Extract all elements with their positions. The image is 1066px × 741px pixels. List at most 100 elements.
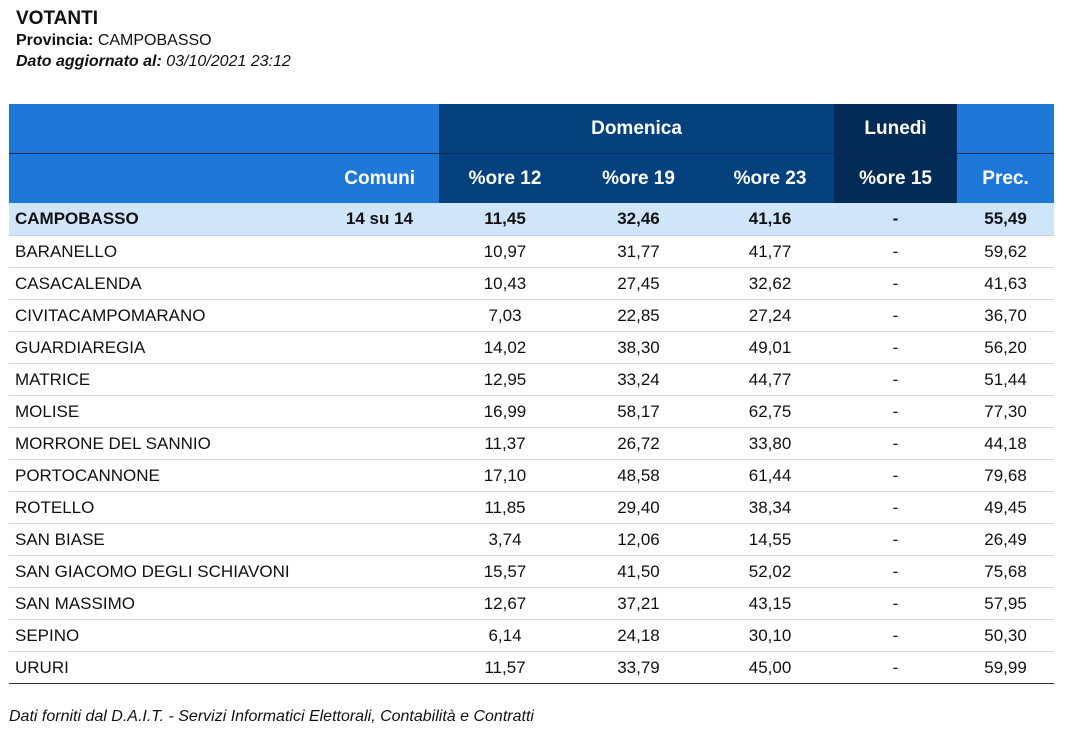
cell-ore15: -	[834, 555, 958, 588]
cell-ore19: 37,21	[571, 587, 706, 620]
cell-prec: 56,20	[957, 331, 1055, 364]
cell-ore19: 12,06	[571, 523, 706, 556]
comune-name: URURI	[9, 651, 439, 684]
cell-ore23: 14,55	[706, 523, 835, 556]
total-ore12: 11,45	[439, 203, 571, 236]
total-ore15: -	[834, 203, 958, 236]
column-header-row: Comuni %ore 12 %ore 19 %ore 23 %ore 15 P…	[9, 153, 1055, 203]
cell-ore15: -	[834, 299, 958, 332]
col-header-ore15: %ore 15	[834, 153, 958, 203]
table-row: URURI 11,57 33,79 45,00-59,99	[9, 651, 1055, 684]
cell-ore19: 26,72	[571, 427, 706, 460]
comune-name: MATRICE	[9, 363, 439, 396]
total-name: CAMPOBASSO	[15, 209, 139, 228]
comune-name: ROTELLO	[9, 491, 439, 524]
group-header-lunedi: Lunedì	[834, 104, 958, 154]
comune-name: CIVITACAMPOMARANO	[9, 299, 439, 332]
comune-name: SAN GIACOMO DEGLI SCHIAVONI	[9, 555, 439, 588]
cell-ore19: 29,40	[571, 491, 706, 524]
cell-ore12: 6,14	[439, 619, 571, 652]
col-header-ore19: %ore 19	[571, 153, 706, 203]
table-row: SAN BIASE 3,74 12,06 14,55-26,49	[9, 523, 1055, 556]
table-row: MATRICE 12,95 33,24 44,77-51,44	[9, 363, 1055, 396]
cell-ore12: 12,67	[439, 587, 571, 620]
cell-prec: 51,44	[957, 363, 1055, 396]
cell-ore19: 48,58	[571, 459, 706, 492]
group-header-empty	[9, 104, 439, 154]
cell-prec: 59,62	[957, 235, 1055, 268]
total-ore19: 32,46	[571, 203, 706, 236]
cell-ore15: -	[834, 235, 958, 268]
cell-ore19: 22,85	[571, 299, 706, 332]
cell-ore15: -	[834, 651, 958, 684]
cell-ore15: -	[834, 459, 958, 492]
total-ore23: 41,16	[706, 203, 835, 236]
cell-ore15: -	[834, 491, 958, 524]
cell-ore15: -	[834, 395, 958, 428]
total-count: 14 su 14	[345, 209, 413, 228]
updated-line: Dato aggiornato al: 03/10/2021 23:12	[16, 51, 291, 72]
table-row: MOLISE 16,99 58,17 62,75-77,30	[9, 395, 1055, 428]
cell-ore12: 17,10	[439, 459, 571, 492]
votanti-table: Domenica Lunedì Comuni %ore 12 %ore 19 %…	[9, 104, 1055, 684]
table-row: MORRONE DEL SANNIO 11,37 26,72 33,80-44,18	[9, 427, 1055, 460]
cell-ore12: 7,03	[439, 299, 571, 332]
cell-prec: 79,68	[957, 459, 1055, 492]
cell-prec: 57,95	[957, 587, 1055, 620]
cell-ore23: 32,62	[706, 267, 835, 300]
table-row: CASACALENDA 10,43 27,45 32,62-41,63	[9, 267, 1055, 300]
table-row: SAN GIACOMO DEGLI SCHIAVONI 15,57 41,50 52,…	[9, 555, 1055, 588]
table-row: PORTOCANNONE 17,10 48,58 61,44-79,68	[9, 459, 1055, 492]
page-title: VOTANTI	[16, 8, 98, 29]
cell-ore23: 44,77	[706, 363, 835, 396]
group-header-domenica: Domenica	[439, 104, 835, 154]
cell-prec: 75,68	[957, 555, 1055, 588]
col-header-ore12: %ore 12	[439, 153, 571, 203]
cell-prec: 49,45	[957, 491, 1055, 524]
comune-name: SAN MASSIMO	[9, 587, 439, 620]
table-row: ROTELLO 11,85 29,40 38,34-49,45	[9, 491, 1055, 524]
cell-ore12: 12,95	[439, 363, 571, 396]
provincia-label: Provincia:	[16, 32, 94, 49]
cell-ore12: 11,57	[439, 651, 571, 684]
cell-ore15: -	[834, 587, 958, 620]
cell-ore12: 16,99	[439, 395, 571, 428]
cell-ore23: 41,77	[706, 235, 835, 268]
total-name-cell: CAMPOBASSO 14 su 14	[9, 203, 439, 236]
cell-ore23: 27,24	[706, 299, 835, 332]
page-header: VOTANTI Provincia: CAMPOBASSO Dato aggio…	[16, 8, 291, 72]
table-row: SEPINO 6,14 24,18 30,10-50,30	[9, 619, 1055, 652]
cell-prec: 41,63	[957, 267, 1055, 300]
table-row: CIVITACAMPOMARANO 7,03 22,85 27,24-36,70	[9, 299, 1055, 332]
table-row: SAN MASSIMO 12,67 37,21 43,15-57,95	[9, 587, 1055, 620]
cell-ore23: 61,44	[706, 459, 835, 492]
comune-name: PORTOCANNONE	[9, 459, 439, 492]
footer-note: Dati forniti dal D.A.I.T. - Servizi Info…	[9, 708, 534, 725]
cell-ore15: -	[834, 331, 958, 364]
cell-ore23: 52,02	[706, 555, 835, 588]
comune-name: SEPINO	[9, 619, 439, 652]
group-header-row: Domenica Lunedì	[9, 104, 1055, 154]
comune-name: MOLISE	[9, 395, 439, 428]
comune-name: MORRONE DEL SANNIO	[9, 427, 439, 460]
cell-prec: 77,30	[957, 395, 1055, 428]
col-header-ore23: %ore 23	[706, 153, 835, 203]
group-header-empty-right	[957, 104, 1055, 154]
cell-ore23: 43,15	[706, 587, 835, 620]
cell-ore15: -	[834, 267, 958, 300]
cell-ore23: 45,00	[706, 651, 835, 684]
cell-ore15: -	[834, 363, 958, 396]
comune-name: GUARDIAREGIA	[9, 331, 439, 364]
cell-ore23: 49,01	[706, 331, 835, 364]
cell-prec: 50,30	[957, 619, 1055, 652]
cell-ore12: 11,85	[439, 491, 571, 524]
cell-ore19: 58,17	[571, 395, 706, 428]
cell-ore23: 33,80	[706, 427, 835, 460]
cell-prec: 26,49	[957, 523, 1055, 556]
cell-ore19: 31,77	[571, 235, 706, 268]
cell-prec: 36,70	[957, 299, 1055, 332]
cell-ore15: -	[834, 619, 958, 652]
total-prec: 55,49	[957, 203, 1055, 236]
cell-ore19: 33,24	[571, 363, 706, 396]
cell-ore23: 38,34	[706, 491, 835, 524]
